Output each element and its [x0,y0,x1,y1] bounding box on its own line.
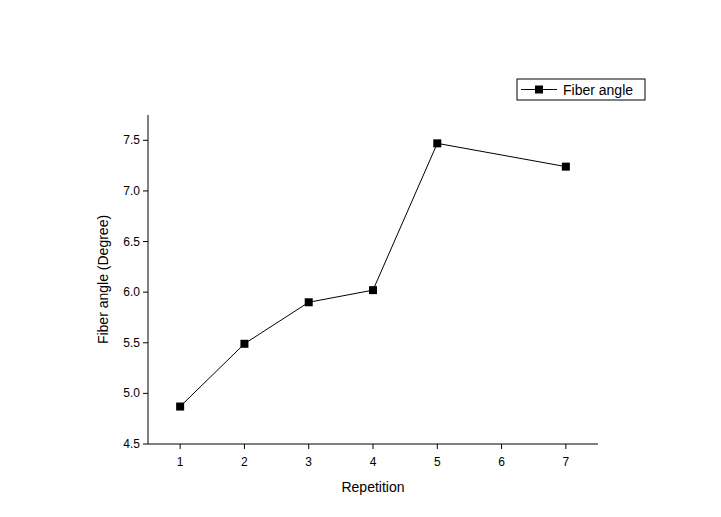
y-tick-label: 4.5 [123,437,140,451]
data-point [369,286,377,294]
chart: 4.5 5.0 5.5 6.0 6.5 7.0 7.5 1 2 3 4 5 6 7 Repetition Fi… [0,0,721,517]
y-tick-label: 7.5 [123,133,140,147]
y-tick-label: 5.5 [123,336,140,350]
y-tick [143,292,148,293]
y-tick [143,393,148,394]
data-point [176,403,184,411]
y-tick [143,140,148,141]
legend-box [517,79,645,100]
data-point [562,163,570,171]
x-tick [437,444,438,449]
x-tick [373,444,374,449]
y-tick-label: 7.0 [123,184,140,198]
x-tick-label: 5 [434,455,441,469]
legend: Fiber angle [517,79,645,100]
legend-label: Fiber angle [563,82,633,98]
x-tick-label: 7 [563,455,570,469]
y-tick [143,342,148,343]
y-axis-label: Fiber angle (Degree) [95,215,111,344]
x-tick [565,444,566,449]
y-tick [143,241,148,242]
data-point [240,340,248,348]
y-axis [148,115,149,444]
y-tick-label: 6.0 [123,285,140,299]
x-tick-label: 1 [177,455,184,469]
plot-area [176,139,570,410]
y-tick-label: 6.5 [123,235,140,249]
x-tick-label: 6 [498,455,505,469]
data-point [433,139,441,147]
x-tick [180,444,181,449]
y-tick [143,444,148,445]
x-tick [308,444,309,449]
y-tick [143,190,148,191]
x-tick [244,444,245,449]
x-axis-label: Repetition [341,479,404,495]
data-point [305,298,313,306]
x-tick [501,444,502,449]
x-tick-label: 2 [241,455,248,469]
x-tick-label: 3 [305,455,312,469]
y-tick-label: 5.0 [123,386,140,400]
x-tick-label: 4 [370,455,377,469]
series-line [180,143,566,406]
legend-marker [535,86,543,94]
chart-container: 4.5 5.0 5.5 6.0 6.5 7.0 7.5 1 2 3 4 5 6 7 Repetition Fi… [0,0,721,517]
